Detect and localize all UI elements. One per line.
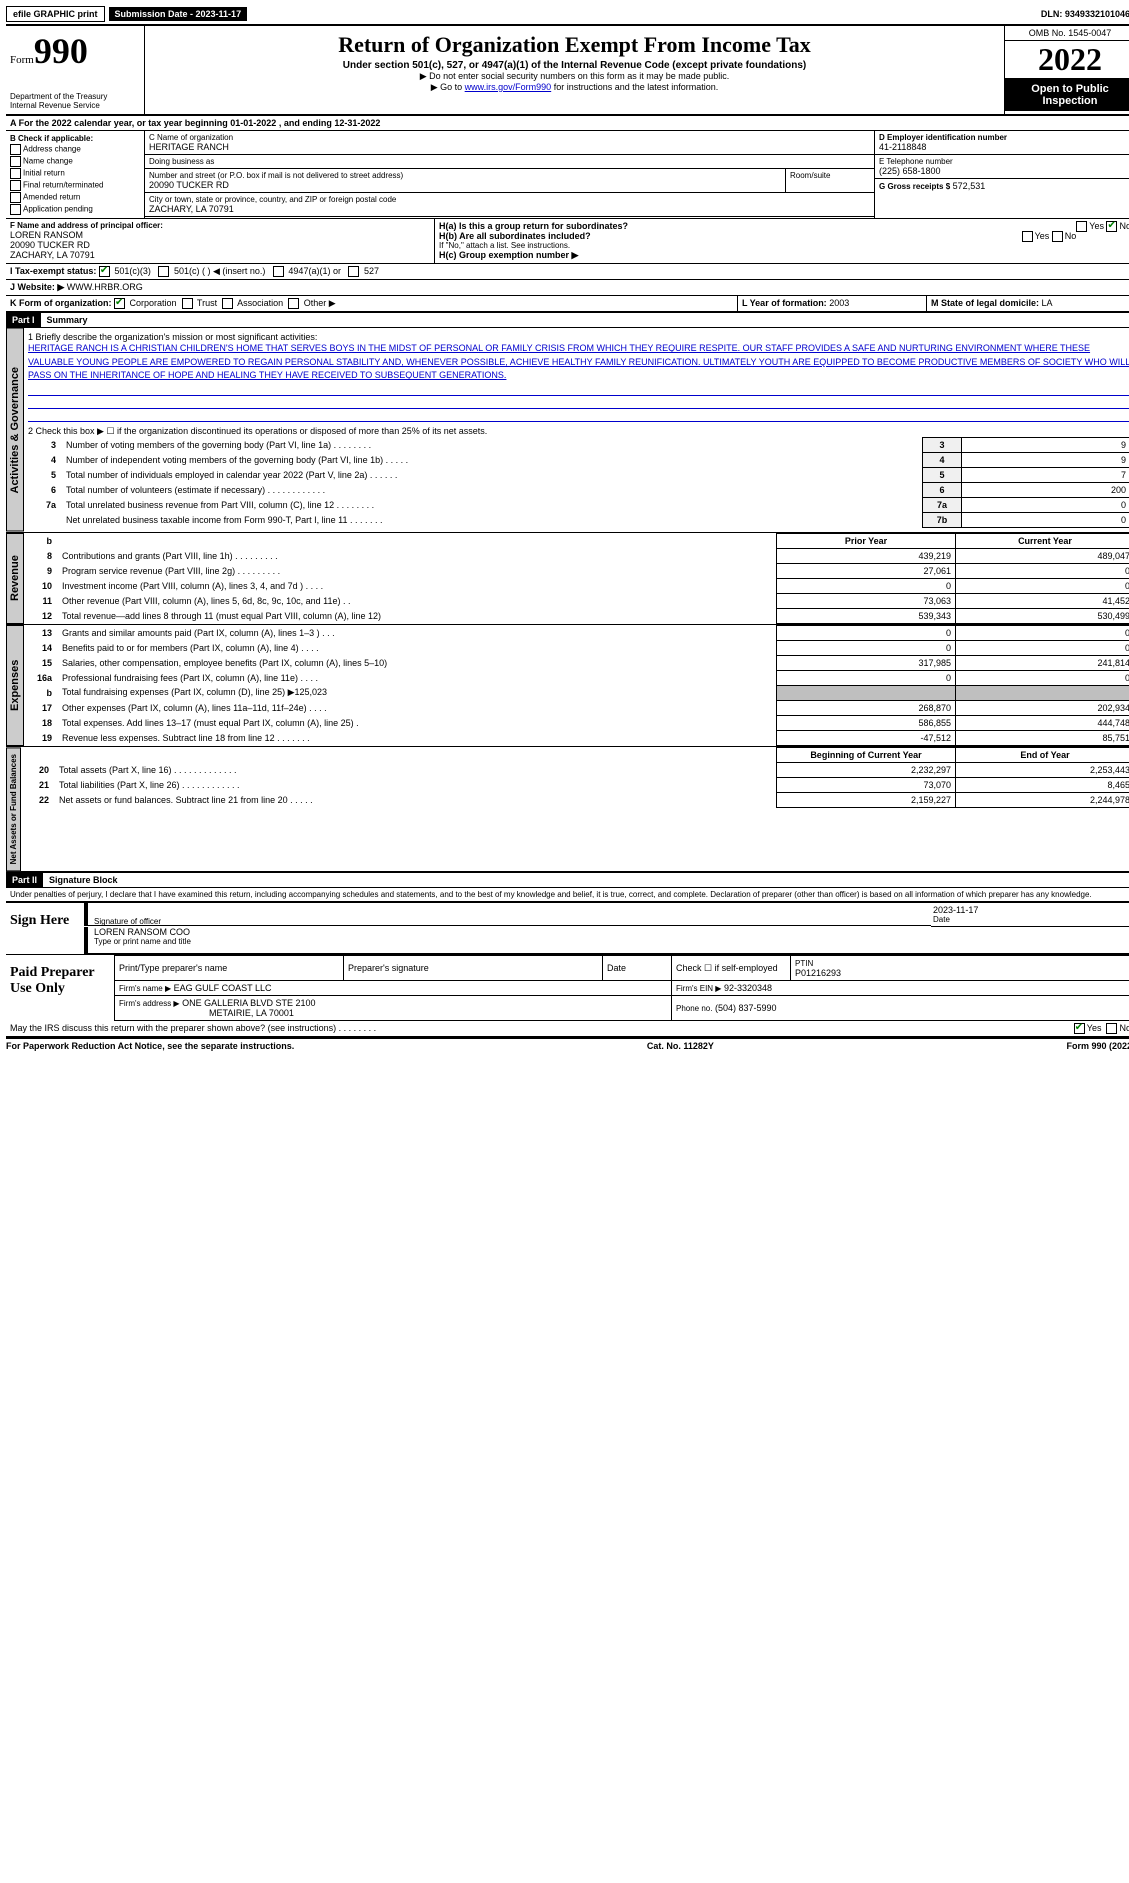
officer-name: LOREN RANSOM <box>10 230 430 240</box>
part-ii-header: Part II Signature Block <box>6 872 1129 888</box>
vtab-revenue: Revenue <box>6 533 24 624</box>
part-i-header: Part I Summary <box>6 312 1129 328</box>
city-state-zip: ZACHARY, LA 70791 <box>149 204 870 214</box>
h-b: H(b) Are all subordinates included? Yes … <box>439 231 1129 241</box>
section-i: I Tax-exempt status: 501(c)(3) 501(c) ( … <box>6 264 1129 280</box>
revenue-table: bPrior YearCurrent Year8Contributions an… <box>24 533 1129 624</box>
vtab-governance: Activities & Governance <box>6 328 24 532</box>
firm-addr1: ONE GALLERIA BLVD STE 2100 <box>182 998 315 1008</box>
discuss-row: May the IRS discuss this return with the… <box>6 1021 1129 1037</box>
submission-date: Submission Date - 2023-11-17 <box>109 7 248 21</box>
governance-table: 3Number of voting members of the governi… <box>28 437 1129 528</box>
ein: 41-2118848 <box>879 142 1129 152</box>
dept-label: Department of the Treasury <box>10 92 140 101</box>
firm-name: EAG GULF COAST LLC <box>174 983 272 993</box>
irs-label: Internal Revenue Service <box>10 101 140 110</box>
sign-date: 2023-11-17 <box>933 905 1129 915</box>
net-table: Beginning of Current YearEnd of Year20To… <box>21 747 1129 808</box>
legal-domicile: LA <box>1042 298 1053 308</box>
vtab-expenses: Expenses <box>6 625 24 746</box>
year-formation: 2003 <box>829 298 849 308</box>
instr-ssn: ▶ Do not enter social security numbers o… <box>149 71 1000 82</box>
street-address: 20090 TUCKER RD <box>149 180 781 190</box>
irs-link[interactable]: www.irs.gov/Form990 <box>465 82 552 92</box>
tax-year: 2022 <box>1005 41 1129 79</box>
perjury-text: Under penalties of perjury, I declare th… <box>6 888 1129 901</box>
vtab-net: Net Assets or Fund Balances <box>6 747 21 871</box>
section-c: C Name of organization HERITAGE RANCH Do… <box>145 131 874 218</box>
firm-phone: (504) 837-5990 <box>715 1003 777 1013</box>
section-fh: F Name and address of principal officer:… <box>6 219 1129 264</box>
mission-lead: 1 Briefly describe the organization's mi… <box>28 332 1129 342</box>
dln: DLN: 93493321010463 <box>1041 9 1129 19</box>
instr-link: ▶ Go to www.irs.gov/Form990 for instruct… <box>149 82 1000 93</box>
officer-print: LOREN RANSOM COO <box>94 927 1129 937</box>
form-title: Return of Organization Exempt From Incom… <box>149 32 1000 58</box>
phone: (225) 658-1800 <box>879 166 1129 176</box>
paid-preparer-block: Paid Preparer Use Only Print/Type prepar… <box>6 954 1129 1021</box>
omb-number: OMB No. 1545-0047 <box>1005 26 1129 41</box>
section-a: A For the 2022 calendar year, or tax yea… <box>6 116 1129 131</box>
section-deg: D Employer identification number 41-2118… <box>874 131 1129 218</box>
open-public: Open to Public Inspection <box>1005 79 1129 111</box>
form-subtitle: Under section 501(c), 527, or 4947(a)(1)… <box>149 60 1000 71</box>
h-c: H(c) Group exemption number ▶ <box>439 250 1129 261</box>
expense-table: 13Grants and similar amounts paid (Part … <box>24 625 1129 746</box>
form-number: Form990 <box>10 30 140 72</box>
sign-here-block: Sign Here Signature of officer 2023-11-1… <box>6 901 1129 954</box>
org-name: HERITAGE RANCH <box>149 142 870 152</box>
section-klm: K Form of organization: Corporation Trus… <box>6 296 1129 312</box>
ptin: P01216293 <box>795 968 841 978</box>
entity-block: B Check if applicable: Address change Na… <box>6 131 1129 219</box>
h-a: H(a) Is this a group return for subordin… <box>439 221 1129 231</box>
section-b: B Check if applicable: Address change Na… <box>6 131 145 218</box>
section-j: J Website: ▶ WWW.HRBR.ORG <box>6 280 1129 296</box>
form-header: Form990 Department of the Treasury Inter… <box>6 26 1129 116</box>
firm-ein: 92-3320348 <box>724 983 772 993</box>
firm-addr2: METAIRIE, LA 70001 <box>209 1008 294 1018</box>
line-2: 2 Check this box ▶ ☐ if the organization… <box>28 426 1129 437</box>
gross-receipts: 572,531 <box>953 181 986 191</box>
efile-label: efile GRAPHIC print <box>6 6 105 22</box>
page-footer: For Paperwork Reduction Act Notice, see … <box>6 1037 1129 1051</box>
website: WWW.HRBR.ORG <box>67 282 143 292</box>
top-bar: efile GRAPHIC print Submission Date - 20… <box>6 6 1129 26</box>
mission-text: HERITAGE RANCH IS A CHRISTIAN CHILDREN'S… <box>28 342 1129 383</box>
